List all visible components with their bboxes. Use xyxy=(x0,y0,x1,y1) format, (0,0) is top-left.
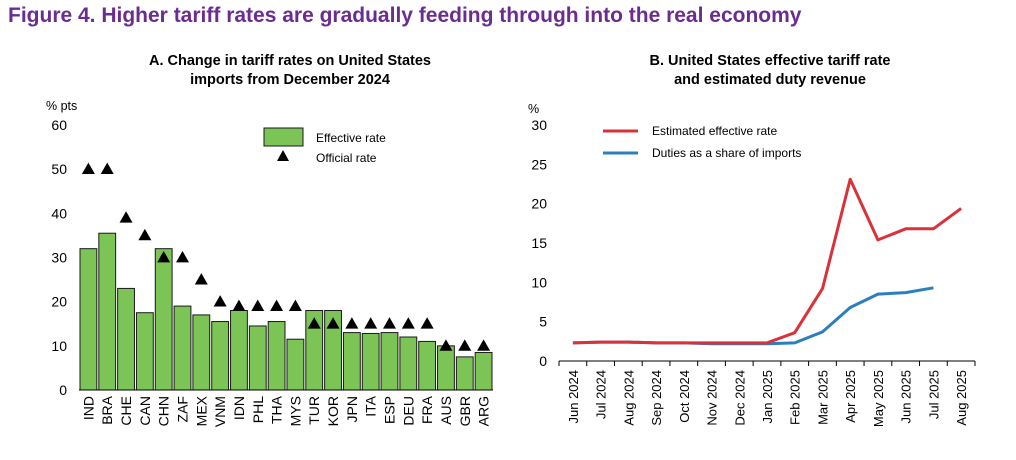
figure-title: Figure 4. Higher tariff rates are gradua… xyxy=(8,4,802,27)
panel-b-title-line-1: B. United States effective tariff rate xyxy=(649,53,891,69)
marker-official-tha xyxy=(270,299,284,311)
x-tick-label: ESP xyxy=(382,396,398,424)
x-tick-label: TUR xyxy=(306,396,322,425)
marker-official-can xyxy=(138,228,152,241)
x-tick-label: KOR xyxy=(325,396,341,426)
x-tick-label: CHE xyxy=(118,396,134,426)
y-tick-label: 0 xyxy=(539,353,547,369)
marker-official-deu xyxy=(401,317,415,329)
panel-b-title-line-2: and estimated duty revenue xyxy=(674,72,866,88)
legend-duties-label: Duties as a share of imports xyxy=(652,146,801,160)
panel-a-y-unit: % pts xyxy=(46,99,78,113)
x-tick-label: JPN xyxy=(344,396,360,422)
x-tick-label: ARG xyxy=(476,396,492,426)
x-tick-label: VNM xyxy=(212,396,228,427)
x-tick-label: FRA xyxy=(419,395,435,424)
x-tick-label: MYS xyxy=(287,396,303,426)
x-tick-label: ZAF xyxy=(175,396,191,422)
legend-effective-label: Effective rate xyxy=(316,131,386,145)
x-tick-label: CHN xyxy=(156,396,172,426)
marker-official-esp xyxy=(383,317,396,329)
y-tick-label: 50 xyxy=(51,161,67,177)
marker-official-tur xyxy=(307,317,321,329)
marker-official-arg xyxy=(477,339,491,351)
marker-official-ind xyxy=(81,162,95,175)
x-tick-label: Jan 2025 xyxy=(760,370,775,424)
x-tick-label: IND xyxy=(80,396,96,420)
marker-official-idn xyxy=(232,299,246,311)
y-tick-label: 15 xyxy=(531,235,547,251)
marker-official-mys xyxy=(288,299,302,311)
marker-official-kor xyxy=(326,317,340,329)
series-line-duties-share xyxy=(572,286,934,346)
x-tick-label: GBR xyxy=(457,396,473,426)
y-tick-label: 40 xyxy=(51,205,67,221)
marker-official-ita xyxy=(364,317,378,329)
marker-official-gbr xyxy=(458,339,472,351)
x-tick-label: THA xyxy=(269,395,285,424)
x-tick-label: May 2025 xyxy=(871,370,886,427)
legend-official-label: Official rate xyxy=(316,151,377,165)
x-tick-label: Apr 2025 xyxy=(843,370,858,423)
legend-official-marker xyxy=(277,150,289,161)
panel-a-title-line-1: A. Change in tariff rates on United Stat… xyxy=(149,53,431,69)
marker-official-chn xyxy=(157,251,171,263)
y-tick-label: 10 xyxy=(51,338,67,354)
x-tick-label: Sep 2024 xyxy=(649,370,664,426)
marker-official-phl xyxy=(251,299,265,311)
panel-b-title: B. United States effective tariff rate a… xyxy=(560,52,980,90)
x-tick-label: Jul 2025 xyxy=(926,370,941,419)
legend-effective-rate-label: Estimated effective rate xyxy=(652,124,778,138)
marker-official-che xyxy=(119,211,133,223)
y-tick-label: 30 xyxy=(531,117,547,133)
series-line-effective-rate xyxy=(572,177,962,345)
x-tick-label: MEX xyxy=(193,395,209,426)
x-tick-label: Oct 2024 xyxy=(677,370,692,423)
x-tick-label: Dec 2024 xyxy=(732,370,747,426)
x-tick-label: Aug 2024 xyxy=(621,370,636,426)
y-tick-label: 30 xyxy=(51,250,67,266)
x-tick-label: IDN xyxy=(231,396,247,420)
x-tick-label: Jul 2024 xyxy=(594,370,609,419)
y-tick-label: 0 xyxy=(59,382,67,398)
y-tick-label: 20 xyxy=(531,196,547,212)
marker-official-vnm xyxy=(213,295,227,307)
x-tick-label: ITA xyxy=(363,395,379,416)
y-tick-label: 60 xyxy=(51,117,67,133)
marker-official-mex xyxy=(194,273,208,285)
marker-official-zaf xyxy=(176,251,189,263)
y-tick-label: 25 xyxy=(531,156,547,172)
y-tick-label: 10 xyxy=(531,274,547,290)
marker-official-fra xyxy=(420,317,434,329)
y-tick-label: 20 xyxy=(51,294,67,310)
marker-official-bra xyxy=(100,162,114,175)
legend-effective-swatch xyxy=(263,127,304,147)
x-tick-label: Jun 2025 xyxy=(899,370,914,424)
x-tick-label: BRA xyxy=(99,395,115,424)
x-tick-label: AUS xyxy=(438,396,454,425)
marker-official-jpn xyxy=(345,317,359,329)
y-tick-label: 5 xyxy=(539,314,547,330)
x-tick-label: Nov 2024 xyxy=(705,370,720,426)
x-tick-label: Jun 2024 xyxy=(566,370,581,424)
x-tick-label: Feb 2025 xyxy=(788,370,803,425)
x-tick-label: Aug 2025 xyxy=(954,370,969,426)
x-tick-label: Mar 2025 xyxy=(815,370,830,425)
x-tick-label: CAN xyxy=(137,396,153,426)
x-tick-label: DEU xyxy=(400,396,416,426)
panel-a-title-line-2: imports from December 2024 xyxy=(190,72,390,88)
panel-a-title: A. Change in tariff rates on United Stat… xyxy=(80,52,500,90)
panel-b-y-unit: % xyxy=(528,102,540,116)
x-tick-label: PHL xyxy=(250,396,266,423)
marker-official-aus xyxy=(439,339,453,351)
